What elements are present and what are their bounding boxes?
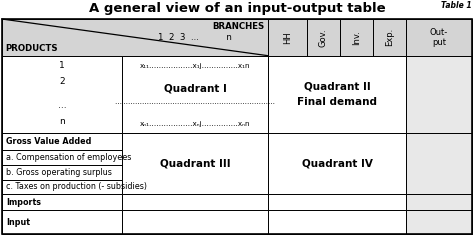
Text: Gov.: Gov. — [319, 28, 328, 47]
Text: x₁₁………………x₁j……………x₁n: x₁₁………………x₁j……………x₁n — [140, 63, 250, 68]
Bar — [268, 133, 406, 194]
Bar — [268, 194, 406, 210]
Text: HH: HH — [283, 31, 292, 44]
Bar — [122, 210, 268, 234]
Text: xₙ₁………………xₙj……………xₙn: xₙ₁………………xₙj……………xₙn — [140, 121, 250, 127]
Text: c. Taxes on production (- subsidies): c. Taxes on production (- subsidies) — [6, 182, 147, 191]
Text: A general view of an input-output table: A general view of an input-output table — [89, 2, 385, 15]
Bar — [2, 210, 122, 234]
Bar — [406, 56, 472, 133]
Bar — [373, 19, 406, 56]
Text: a. Compensation of employees: a. Compensation of employees — [6, 153, 131, 162]
Bar — [122, 194, 268, 210]
Bar — [2, 150, 122, 165]
Text: Table 1: Table 1 — [441, 1, 472, 10]
Text: Quadrant I: Quadrant I — [164, 83, 227, 93]
Text: Input: Input — [6, 218, 30, 227]
Bar — [2, 133, 122, 150]
Bar — [307, 19, 340, 56]
Bar — [2, 56, 122, 133]
Bar — [340, 19, 373, 56]
Text: 2: 2 — [59, 77, 65, 86]
Text: 1  2  3  ...          n: 1 2 3 ... n — [158, 33, 232, 42]
Text: Exp.: Exp. — [385, 28, 394, 46]
Text: Final demand: Final demand — [297, 97, 377, 107]
Bar — [268, 56, 406, 133]
Text: Quadrant II: Quadrant II — [304, 81, 370, 91]
Text: n: n — [59, 117, 65, 126]
Bar — [122, 133, 268, 194]
Bar — [2, 19, 268, 56]
Bar — [406, 19, 472, 56]
Text: b. Gross operating surplus: b. Gross operating surplus — [6, 168, 112, 177]
Text: Imports: Imports — [6, 198, 41, 207]
Text: BRANCHES: BRANCHES — [213, 22, 265, 31]
Text: PRODUCTS: PRODUCTS — [5, 44, 58, 53]
Bar — [406, 133, 472, 194]
Bar — [2, 180, 122, 194]
Text: Gross Value Added: Gross Value Added — [6, 137, 91, 146]
Text: ...: ... — [58, 101, 66, 110]
Text: Quadrant III: Quadrant III — [160, 159, 230, 169]
Text: ……………………………………………………………: …………………………………………………………… — [115, 99, 275, 105]
Bar — [406, 210, 472, 234]
Bar — [268, 210, 406, 234]
Bar — [268, 19, 307, 56]
Bar — [406, 194, 472, 210]
Text: Out-
put: Out- put — [430, 28, 448, 47]
Bar — [2, 194, 122, 210]
Bar — [122, 56, 268, 133]
Text: Quadrant IV: Quadrant IV — [301, 159, 373, 169]
Bar — [2, 165, 122, 180]
Text: 1: 1 — [59, 61, 65, 70]
Text: Inv.: Inv. — [352, 30, 361, 45]
